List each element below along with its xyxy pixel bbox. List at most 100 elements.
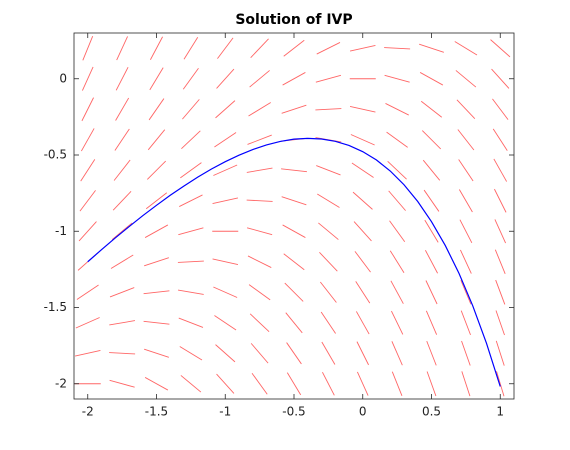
slope-segment	[282, 224, 306, 238]
x-tick-label: -2	[82, 405, 94, 419]
slope-segment	[143, 290, 170, 295]
slope-segment	[460, 249, 472, 274]
slope-segment	[246, 227, 273, 236]
slope-segment	[182, 99, 200, 120]
slope-segment	[495, 279, 506, 305]
slope-segment	[455, 70, 477, 88]
x-tick-label: -1	[219, 405, 231, 419]
slope-segment	[147, 129, 166, 151]
slope-segment	[391, 310, 404, 335]
slope-segment	[213, 286, 238, 298]
slope-segment	[148, 98, 165, 121]
slope-segment	[80, 128, 95, 152]
slope-segment	[349, 44, 376, 52]
slope-segment	[459, 219, 473, 244]
slope-segment	[109, 320, 136, 326]
slope-segment	[78, 221, 97, 242]
slope-segment	[315, 108, 342, 111]
solution-curve	[87, 137, 501, 387]
slope-segment	[74, 349, 101, 357]
slope-segment	[385, 103, 409, 116]
x-tick-label: 1	[496, 405, 504, 419]
y-tick-label: -1	[55, 224, 67, 238]
slope-segment	[76, 284, 99, 300]
slope-segment	[319, 252, 338, 272]
slope-segment	[491, 68, 510, 89]
slope-segment	[281, 168, 307, 173]
slope-segment	[247, 134, 272, 145]
slope-segment	[355, 281, 371, 304]
slope-segment	[285, 312, 303, 334]
slope-segment	[179, 346, 203, 361]
slope-segment	[493, 158, 508, 182]
slope-segment	[115, 97, 130, 121]
slope-segment	[283, 39, 305, 57]
slope-segment	[390, 280, 404, 304]
slope-segment	[354, 251, 371, 273]
slope-segment	[494, 188, 507, 213]
slope-segment	[460, 280, 472, 305]
slope-segment	[492, 98, 509, 120]
slope-segment	[386, 131, 408, 148]
slope-segment	[458, 189, 473, 213]
slope-segment	[250, 343, 269, 364]
slope-segment	[143, 320, 170, 325]
slope-segment	[420, 100, 443, 118]
slope-segment	[178, 227, 204, 236]
slope-segment	[144, 377, 169, 391]
slope-segment	[180, 162, 202, 179]
slope-segment	[351, 162, 374, 178]
slope-segment	[282, 72, 306, 86]
slope-segment	[248, 284, 271, 301]
slope-segment	[320, 311, 336, 334]
slope-segment	[112, 191, 132, 211]
slope-segment	[350, 134, 375, 146]
slope-segment	[212, 258, 239, 266]
slope-segment	[389, 220, 406, 243]
slope-segment	[75, 317, 100, 329]
slope-segment	[247, 255, 272, 268]
slope-segment	[179, 194, 203, 207]
slope-segment	[146, 160, 167, 180]
slope-segment	[144, 257, 169, 267]
slope-segment	[461, 340, 471, 366]
slope-segment	[425, 310, 438, 335]
slope-segment	[178, 317, 204, 328]
slope-segment	[82, 36, 94, 61]
slope-segment	[421, 130, 442, 150]
slope-segment	[246, 199, 273, 202]
y-tick-label: -1.5	[44, 300, 67, 314]
slope-segment	[352, 191, 373, 210]
slope-segment	[283, 253, 305, 271]
slope-segment	[461, 371, 471, 397]
slope-segment	[454, 41, 478, 56]
slope-segment	[248, 102, 271, 117]
slope-segment	[149, 67, 164, 91]
slope-segment	[419, 43, 444, 53]
slope-segment	[426, 340, 437, 366]
slope-segment	[387, 161, 407, 180]
x-tick-label: 0	[359, 405, 367, 419]
slope-segment	[144, 348, 169, 358]
slope-segment	[81, 97, 94, 122]
slope-segment	[391, 341, 403, 366]
slope-segment	[81, 66, 94, 91]
y-tick-label: 0	[59, 71, 67, 85]
slope-segment	[114, 128, 130, 151]
slope-segment	[495, 310, 505, 336]
slope-segment	[355, 311, 370, 335]
slope-segment	[419, 72, 444, 86]
slope-segment	[457, 129, 475, 151]
slope-segment	[423, 189, 440, 212]
slope-segment	[251, 372, 268, 395]
slope-segment	[316, 42, 341, 55]
slope-segment	[321, 341, 336, 365]
x-tick-label: -0.5	[282, 405, 305, 419]
slope-segment	[284, 282, 304, 302]
slope-segment	[317, 193, 340, 208]
slope-segment	[425, 250, 438, 274]
slope-segment	[212, 197, 239, 205]
slope-segment	[181, 130, 201, 149]
slope-segment	[494, 249, 506, 274]
